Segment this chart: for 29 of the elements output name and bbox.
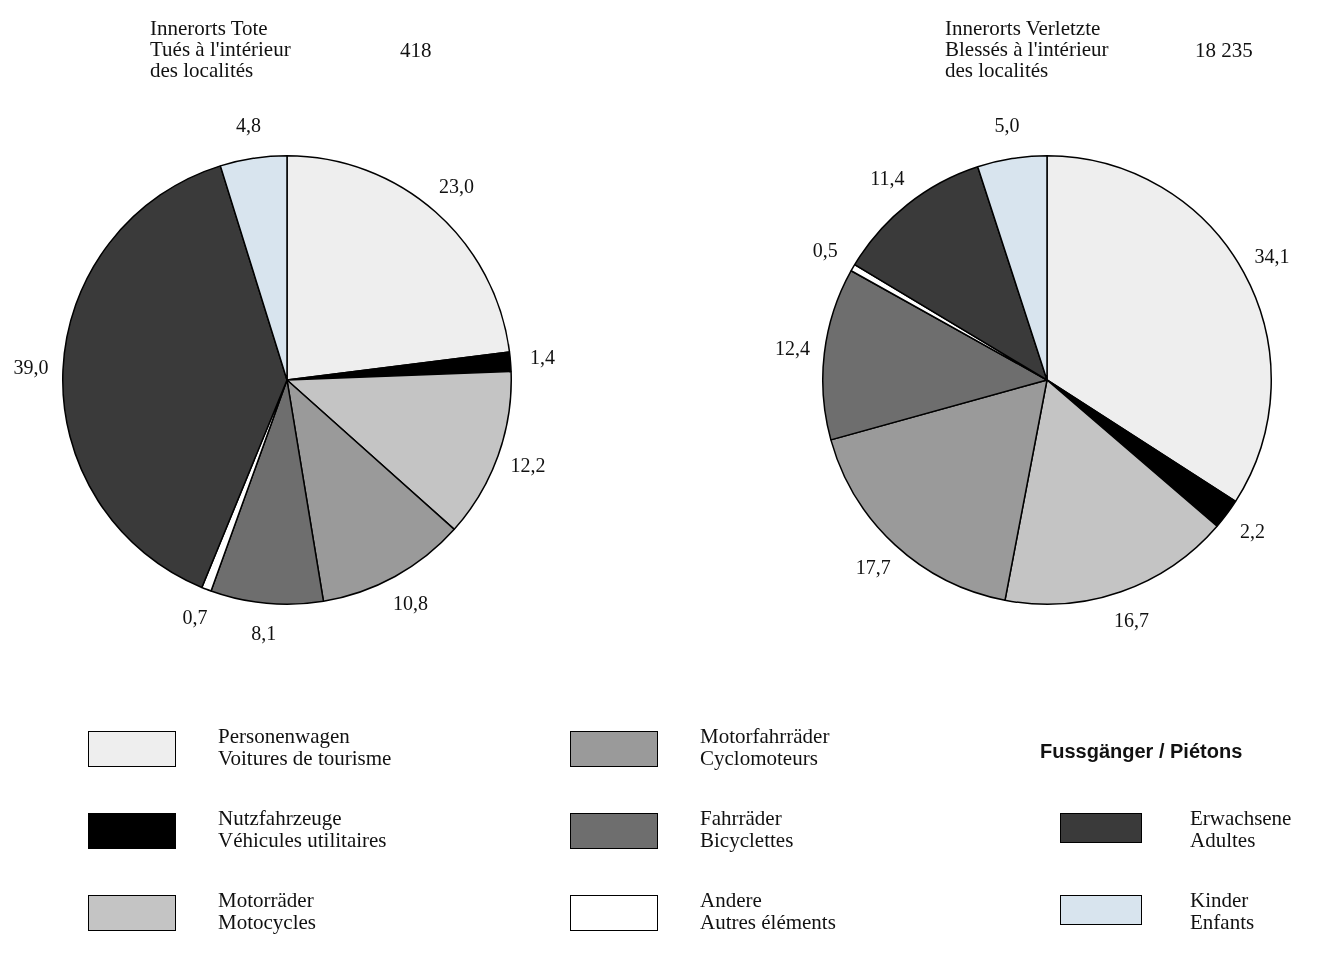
legend-label: Erwachsene Adultes (1190, 806, 1292, 852)
chart-title: Innerorts Verletzte Blessés à l'intérieur des localités (945, 16, 1109, 82)
data-label: 8,1 (251, 622, 277, 645)
legend-label: Andere Autres éléments (700, 888, 836, 934)
legend-label: Motorräder Motocycles (218, 888, 316, 934)
legend-label: Kinder Enfants (1190, 888, 1255, 934)
data-label: 16,7 (1114, 609, 1150, 632)
data-label: 12,4 (775, 336, 811, 359)
legend-label: Personenwagen Voitures de tourisme (218, 724, 392, 770)
data-label: 5,0 (994, 114, 1020, 137)
chart-subtitle: 418 (400, 38, 432, 63)
data-label: 2,2 (1239, 520, 1265, 543)
data-label: 39,0 (13, 355, 49, 378)
chart-subtitle: 18 235 (1195, 38, 1253, 63)
legend-label: Motorfahrräder Cyclomoteurs (700, 724, 830, 770)
data-label: 12,2 (510, 454, 546, 477)
data-label: 0,7 (182, 606, 208, 629)
data-label: 4,8 (236, 113, 261, 136)
data-label: 1,4 (529, 346, 555, 369)
legend-label: Fahrräder Bicyclettes (700, 806, 794, 852)
chart-title: Innerorts Tote Tués à l'intérieur des localités (150, 16, 291, 82)
legend-title: Fussgänger / Piétons (1040, 740, 1243, 763)
data-label: 0,5 (812, 238, 838, 261)
data-label: 10,8 (392, 591, 428, 614)
data-label: 17,7 (855, 555, 891, 578)
legend-label: Nutzfahrzeuge Véhicules utilitaires (218, 806, 387, 852)
data-label: 23,0 (438, 175, 474, 198)
data-label: 11,4 (870, 166, 905, 189)
data-label: 34,1 (1254, 244, 1290, 267)
